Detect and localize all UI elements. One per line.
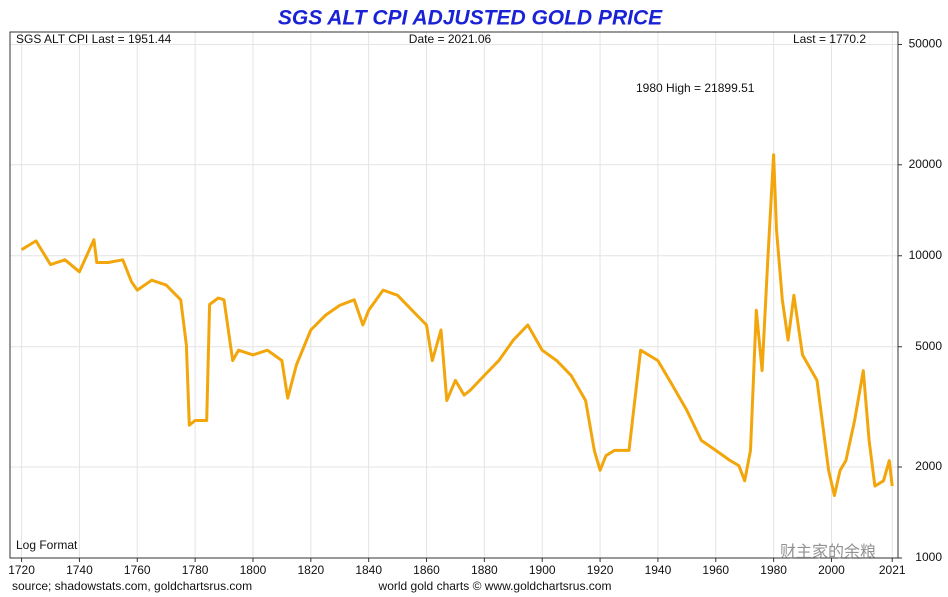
price-line (20, 153, 894, 497)
annotation: 1980 High = 21899.51 (636, 81, 755, 95)
x-tick-label: 1780 (182, 563, 209, 577)
source: world gold charts © www.goldchartsrus.co… (378, 579, 612, 593)
y-tick-label: 2000 (915, 459, 942, 473)
plot-frame (9, 31, 899, 559)
x-tick-label: 2000 (818, 563, 845, 577)
x-tick-label: 1860 (413, 563, 440, 577)
y-tick-label: 20000 (909, 157, 943, 171)
y-tick-label: 5000 (915, 339, 942, 353)
x-tick-label: 1840 (355, 563, 382, 577)
x-tick-label: 1960 (702, 563, 729, 577)
y-tick-label: 10000 (909, 248, 943, 262)
chart-title: SGS ALT CPI ADJUSTED GOLD PRICE (278, 7, 663, 30)
x-tick-label: 1820 (297, 563, 324, 577)
x-tick-label: 1980 (760, 563, 787, 577)
annotation: Last = 1770.2 (793, 32, 866, 46)
y-tick-label: 1000 (915, 550, 942, 564)
source: source; shadowstats.com, goldchartsrus.c… (12, 579, 252, 593)
annotation: SGS ALT CPI Last = 1951.44 (16, 32, 172, 46)
x-tick-label: 1800 (240, 563, 267, 577)
x-tick-label: 1940 (645, 563, 672, 577)
x-tick-label: 1920 (587, 563, 614, 577)
x-tick-label: 1720 (8, 563, 35, 577)
annotation: Date = 2021.06 (409, 32, 492, 46)
x-tick-label: 1900 (529, 563, 556, 577)
x-tick-label: 1740 (66, 563, 93, 577)
y-tick-label: 50000 (909, 37, 943, 51)
watermark: 财主家的余粮 (780, 542, 876, 561)
x-tick-label: 1760 (124, 563, 151, 577)
plot (20, 153, 894, 497)
x-tick-label: 2021 (879, 563, 906, 577)
annotation: Log Format (16, 538, 78, 552)
x-tick-label: 1880 (471, 563, 498, 577)
grid (10, 32, 898, 559)
